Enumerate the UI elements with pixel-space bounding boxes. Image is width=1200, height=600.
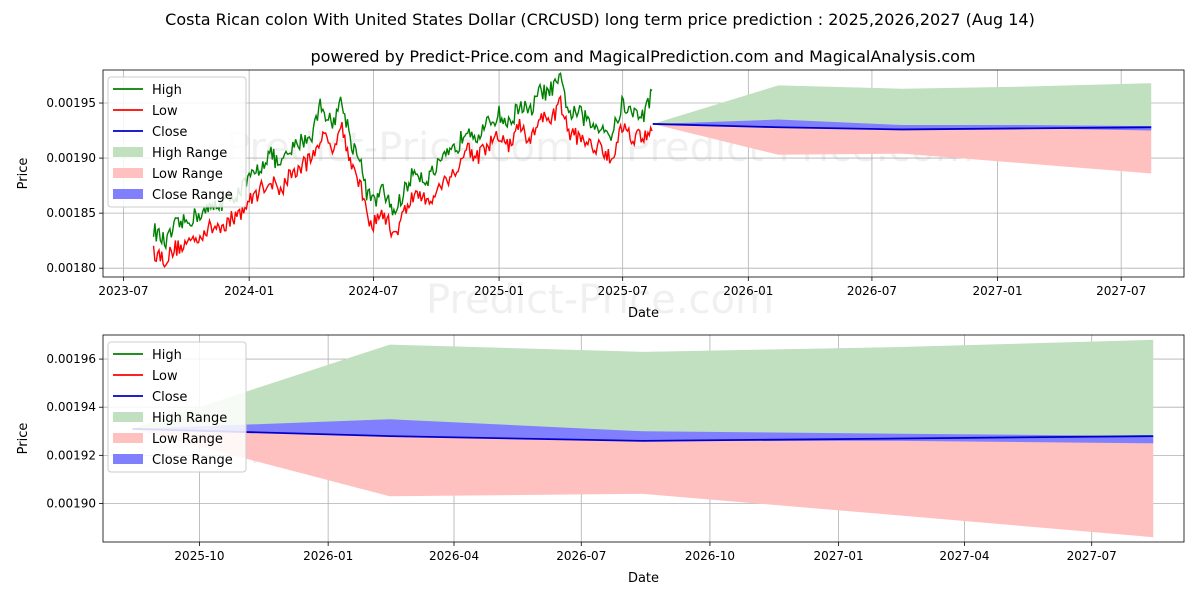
legend-swatch-low_range: [113, 168, 143, 178]
x-tick-label: 2026-04: [429, 549, 479, 563]
x-tick-label: 2027-01: [973, 284, 1023, 298]
chart-panels: Predict-Price.comPredict-Price.comPredic…: [16, 70, 1184, 586]
x-tick-label: 2025-07: [598, 284, 648, 298]
x-tick-label: 2023-07: [98, 284, 148, 298]
x-tick-label: 2025-01: [474, 284, 524, 298]
x-tick-label: 2026-10: [685, 549, 735, 563]
x-tick-label: 2024-01: [224, 284, 274, 298]
y-tick-label: 0.00185: [46, 206, 96, 220]
x-tick-label: 2027-01: [814, 549, 864, 563]
legend-label-low_range: Low Range: [152, 167, 223, 182]
chart-panel-2: Predict-Price.comPredict-Price.com2025-1…: [16, 335, 1184, 586]
y-tick-label: 0.00180: [46, 261, 96, 275]
x-tick-label: 2027-07: [1067, 549, 1117, 563]
legend-swatch-high_range: [113, 412, 143, 422]
legend-label-close: Close: [152, 125, 187, 140]
low-range-area: [132, 429, 1153, 537]
y-tick-label: 0.00190: [46, 151, 96, 165]
legend-label-low_range: Low Range: [152, 432, 223, 447]
legend-swatch-low_range: [113, 433, 143, 443]
legend-label-high_range: High Range: [152, 411, 227, 426]
legend-label-high_range: High Range: [152, 146, 227, 161]
x-tick-label: 2026-07: [556, 549, 606, 563]
x-tick-label: 2026-01: [303, 549, 353, 563]
y-tick-label: 0.00195: [46, 96, 96, 110]
x-tick-label: 2026-07: [847, 284, 897, 298]
x-tick-label: 2026-01: [723, 284, 773, 298]
chart-root: Costa Rican colon With United States Dol…: [0, 0, 1200, 600]
legend: High Low Close High Range Low Range Close Ran…: [108, 342, 246, 472]
chart-subtitle: powered by Predict-Price.com and Magical…: [310, 47, 975, 66]
y-axis-label: Price: [16, 423, 31, 455]
legend-label-low: Low: [152, 369, 178, 384]
legend-label-close: Close: [152, 390, 187, 405]
legend-label-high: High: [152, 348, 182, 363]
x-tick-label: 2025-10: [174, 549, 224, 563]
chart-panel-1: Predict-Price.comPredict-Price.comPredic…: [16, 70, 1184, 323]
chart-title: Costa Rican colon With United States Dol…: [165, 10, 1035, 29]
x-tick-label: 2024-07: [348, 284, 398, 298]
x-tick-label: 2027-04: [939, 549, 989, 563]
legend-swatch-high_range: [113, 147, 143, 157]
y-tick-label: 0.00192: [46, 448, 96, 462]
legend-label-low: Low: [152, 104, 178, 119]
chart-svg: Costa Rican colon With United States Dol…: [0, 0, 1200, 600]
legend-label-high: High: [152, 83, 182, 98]
y-tick-label: 0.00190: [46, 496, 96, 510]
legend-label-close_range: Close Range: [152, 188, 233, 203]
legend-label-close_range: Close Range: [152, 453, 233, 468]
legend-swatch-close_range: [113, 189, 143, 199]
legend-swatch-close_range: [113, 454, 143, 464]
plot-area: [132, 340, 1153, 537]
x-tick-label: 2027-07: [1096, 284, 1146, 298]
y-tick-label: 0.00196: [46, 352, 96, 366]
legend: High Low Close High Range Low Range Close Ran…: [108, 77, 246, 207]
x-axis-label: Date: [628, 306, 659, 321]
x-axis-label: Date: [628, 571, 659, 586]
y-axis-label: Price: [16, 158, 31, 190]
y-tick-label: 0.00194: [46, 400, 96, 414]
